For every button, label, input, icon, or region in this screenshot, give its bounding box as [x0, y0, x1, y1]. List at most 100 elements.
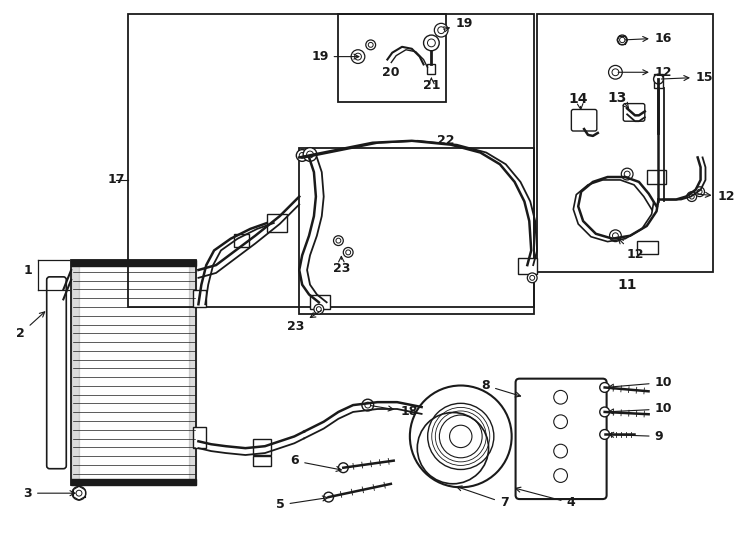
Circle shape [437, 27, 445, 33]
Text: 2: 2 [16, 312, 45, 340]
Circle shape [600, 407, 609, 417]
Circle shape [368, 43, 373, 48]
Text: 9: 9 [608, 430, 664, 443]
FancyBboxPatch shape [571, 110, 597, 131]
Circle shape [307, 151, 313, 158]
Circle shape [612, 233, 618, 239]
Circle shape [355, 53, 361, 60]
Circle shape [435, 23, 448, 37]
Bar [192, 427, 206, 448]
Bar [71, 480, 197, 485]
Circle shape [299, 152, 305, 158]
Circle shape [697, 189, 702, 194]
Bar [71, 260, 79, 485]
Circle shape [316, 307, 321, 312]
Text: 22: 22 [437, 134, 455, 147]
Bar [253, 456, 271, 466]
Bar [128, 14, 534, 307]
Circle shape [617, 35, 627, 45]
Text: 6: 6 [291, 454, 341, 471]
Text: 12: 12 [618, 66, 672, 79]
Circle shape [366, 40, 376, 50]
Circle shape [324, 492, 333, 502]
Text: 12: 12 [618, 239, 644, 261]
Text: 12: 12 [694, 190, 734, 203]
Bar [653, 74, 664, 88]
Circle shape [687, 192, 697, 201]
Circle shape [365, 402, 371, 408]
Circle shape [609, 230, 621, 241]
Text: 11: 11 [617, 278, 637, 292]
Circle shape [694, 187, 705, 197]
Circle shape [297, 150, 308, 161]
Circle shape [410, 386, 512, 487]
Bar [299, 147, 534, 314]
Bar [517, 258, 537, 274]
Circle shape [76, 490, 82, 496]
Circle shape [72, 487, 86, 500]
Circle shape [553, 390, 567, 404]
Circle shape [600, 382, 609, 393]
Circle shape [449, 425, 472, 448]
Circle shape [427, 39, 435, 47]
Text: 4: 4 [515, 487, 575, 509]
Text: 23: 23 [333, 261, 350, 274]
Text: 18: 18 [371, 406, 418, 419]
Circle shape [553, 444, 567, 458]
Circle shape [600, 429, 609, 440]
Circle shape [624, 171, 630, 177]
Circle shape [608, 65, 622, 79]
Text: 10: 10 [608, 402, 672, 415]
Circle shape [336, 238, 341, 243]
Text: 20: 20 [382, 66, 399, 79]
Bar [537, 14, 713, 272]
Circle shape [553, 415, 567, 429]
Bar [189, 260, 197, 485]
Text: 8: 8 [482, 379, 520, 397]
Bar [71, 260, 197, 266]
Circle shape [428, 403, 494, 469]
Text: 19: 19 [311, 50, 359, 63]
Circle shape [338, 463, 348, 472]
Text: 23: 23 [287, 310, 321, 333]
Circle shape [653, 74, 664, 84]
Text: 14: 14 [568, 92, 588, 106]
Circle shape [346, 250, 351, 255]
Bar [253, 440, 271, 455]
Circle shape [612, 69, 619, 76]
Circle shape [303, 147, 317, 161]
Text: 1: 1 [23, 264, 32, 276]
Circle shape [689, 194, 694, 199]
Bar [637, 241, 658, 254]
Circle shape [440, 415, 482, 458]
Bar [233, 234, 250, 247]
Text: 19: 19 [444, 17, 473, 32]
Text: 21: 21 [423, 79, 440, 92]
Circle shape [619, 37, 625, 43]
Text: 16: 16 [625, 31, 672, 44]
Text: 13: 13 [608, 91, 627, 105]
Circle shape [527, 273, 537, 283]
FancyBboxPatch shape [47, 277, 66, 469]
Circle shape [621, 168, 633, 180]
FancyBboxPatch shape [515, 379, 606, 499]
Circle shape [362, 399, 374, 411]
Text: 10: 10 [608, 376, 672, 389]
Bar [192, 289, 206, 307]
Circle shape [530, 275, 534, 280]
Bar [647, 170, 666, 184]
Bar [267, 214, 286, 232]
Circle shape [424, 35, 439, 51]
Text: 5: 5 [276, 496, 327, 511]
Bar [338, 14, 446, 102]
Bar [310, 295, 330, 309]
Text: 15: 15 [661, 71, 713, 84]
Circle shape [351, 50, 365, 64]
Circle shape [553, 469, 567, 482]
Circle shape [314, 304, 324, 314]
FancyBboxPatch shape [623, 104, 644, 121]
Text: 7: 7 [457, 486, 509, 509]
Circle shape [333, 236, 344, 246]
Circle shape [344, 247, 353, 257]
Text: 3: 3 [23, 487, 75, 500]
